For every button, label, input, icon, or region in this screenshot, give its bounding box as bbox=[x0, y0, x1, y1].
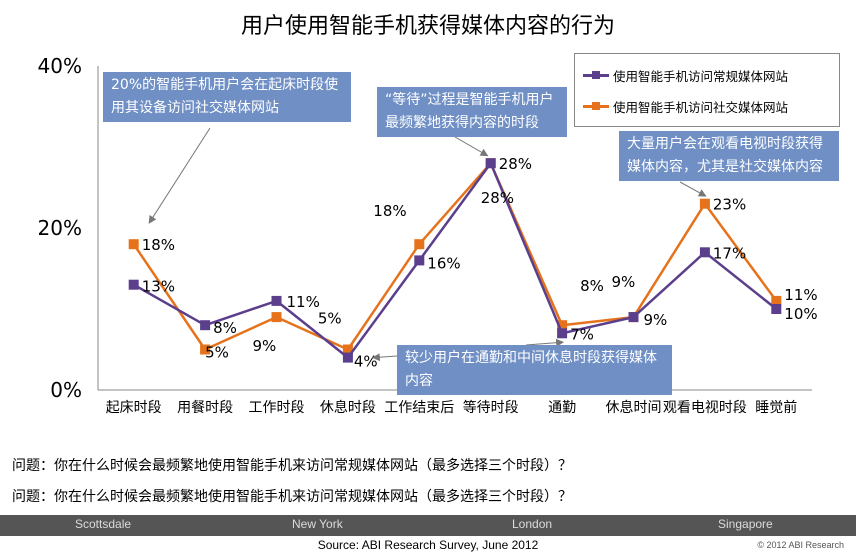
series-line-0 bbox=[133, 161, 778, 359]
series-0-point-3 bbox=[342, 352, 353, 363]
x-tick-label-9: 睡觉前 bbox=[755, 399, 797, 416]
legend-item-regular-media: 使用智能手机访问常规媒体网站 bbox=[583, 65, 788, 85]
data-label-series-0-9: 10% bbox=[784, 305, 817, 323]
data-label-series-1-1: 5% bbox=[205, 344, 229, 362]
arrow-callout-wake-0 bbox=[148, 127, 211, 224]
data-label-series-0-8: 17% bbox=[713, 244, 746, 262]
arrow-callout-commute-3 bbox=[371, 353, 398, 362]
series-0-point-8 bbox=[699, 247, 710, 258]
data-label-series-0-0: 13% bbox=[142, 278, 175, 296]
series-1-point-9 bbox=[771, 295, 782, 306]
arrow-callout-wait-1 bbox=[454, 136, 489, 157]
x-tick-label-8: 观看电视时段 bbox=[663, 400, 747, 416]
legend-swatch-social-media bbox=[583, 100, 609, 112]
callout-wait: “等待”过程是智能手机用户最频繁地获得内容的时段 bbox=[377, 87, 567, 137]
x-tick-label-4: 工作结束后 bbox=[384, 400, 454, 416]
data-label-series-0-3: 4% bbox=[354, 353, 378, 371]
series-1-point-0 bbox=[128, 239, 139, 250]
data-label-series-1-7: 9% bbox=[612, 273, 636, 291]
y-tick-label-2: 40% bbox=[38, 54, 82, 78]
series-0-point-9 bbox=[771, 304, 782, 314]
data-label-series-1-4: 18% bbox=[373, 202, 406, 220]
callout-wake: 20%的智能手机用户会在起床时段使用其设备访问社交媒体网站 bbox=[103, 72, 351, 122]
footer-city-new-york: New York bbox=[292, 517, 343, 531]
series-0-point-1 bbox=[200, 320, 211, 331]
legend: 使用智能手机访问常规媒体网站 使用智能手机访问社交媒体网站 bbox=[574, 53, 840, 127]
x-tick-label-6: 通勤 bbox=[548, 400, 576, 416]
series-1-point-1 bbox=[200, 344, 211, 355]
data-label-series-0-1: 8% bbox=[213, 319, 237, 337]
callout-commute: 较少用户在通勤和中间休息时段获得媒体内容 bbox=[397, 345, 672, 395]
series-0-point-2 bbox=[271, 295, 282, 306]
data-label-series-0-4: 16% bbox=[427, 254, 460, 272]
footer-bar: Scottsdale New York London Singapore bbox=[0, 515, 856, 536]
series-line-1 bbox=[132, 161, 778, 351]
y-tick-label-1: 20% bbox=[38, 216, 82, 240]
data-label-series-1-3: 5% bbox=[318, 310, 342, 328]
footer-city-singapore: Singapore bbox=[718, 517, 773, 531]
x-tick-label-3: 休息时段 bbox=[320, 399, 376, 416]
series-0-point-0 bbox=[128, 279, 139, 290]
series-1-point-3 bbox=[342, 344, 353, 355]
chart-title: 用户使用智能手机获得媒体内容的行为 bbox=[240, 14, 615, 39]
footer-city-london: London bbox=[512, 517, 553, 531]
y-tick-label-0: 0% bbox=[50, 378, 82, 402]
data-label-series-1-6: 8% bbox=[580, 277, 604, 295]
data-label-series-1-2: 9% bbox=[253, 337, 277, 355]
series-1-point-8 bbox=[699, 198, 710, 209]
arrow-callout-tv-2 bbox=[679, 181, 707, 197]
arrow-callout-commute-4 bbox=[525, 338, 565, 347]
legend-label-regular-media: 使用智能手机访问常规媒体网站 bbox=[613, 68, 789, 84]
data-label-series-1-0: 18% bbox=[142, 236, 175, 254]
x-tick-label-7: 休息时间 bbox=[606, 399, 662, 416]
series-0-point-5 bbox=[485, 158, 496, 169]
data-label-series-0-6: 7% bbox=[570, 325, 594, 343]
x-tick-label-0: 起床时段 bbox=[106, 400, 162, 416]
question-2: 问题：你在什么时候会最频繁地使用智能手机来访问常规媒体网站（最多选择三个时段）？ bbox=[12, 489, 572, 505]
x-tick-label-2: 工作时段 bbox=[249, 400, 305, 416]
series-1-point-6 bbox=[557, 320, 568, 331]
x-tick-label-5: 等待时段 bbox=[463, 399, 519, 416]
data-label-series-0-7: 9% bbox=[644, 311, 668, 329]
legend-swatch-regular-media bbox=[583, 69, 609, 81]
legend-item-social-media: 使用智能手机访问社交媒体网站 bbox=[583, 96, 788, 116]
series-1-point-2 bbox=[271, 312, 282, 323]
series-0-point-7 bbox=[628, 312, 639, 323]
callout-tv: 大量用户会在观看电视时段获得媒体内容，尤其是社交媒体内容 bbox=[619, 131, 839, 181]
x-tick-label-1: 用餐时段 bbox=[177, 400, 233, 416]
data-label-series-0-5: 28% bbox=[499, 155, 532, 173]
data-label-series-1-9: 11% bbox=[784, 286, 817, 304]
series-1-point-4 bbox=[414, 239, 425, 250]
data-label-series-1-5: 28% bbox=[481, 189, 514, 207]
footer-city-scottsdale: Scottsdale bbox=[75, 517, 132, 531]
series-0-point-4 bbox=[414, 255, 425, 266]
footer-source: Source: ABI Research Survey, June 2012 bbox=[317, 538, 539, 552]
question-1: 问题：你在什么时候会最频繁地使用智能手机来访问常规媒体网站（最多选择三个时段）？ bbox=[12, 458, 572, 474]
data-label-series-0-2: 11% bbox=[287, 293, 320, 311]
legend-label-social-media: 使用智能手机访问社交媒体网站 bbox=[613, 99, 789, 115]
data-label-series-1-8: 23% bbox=[713, 196, 746, 214]
series-0-point-6 bbox=[557, 328, 568, 339]
footer-copyright: © 2012 ABI Research bbox=[757, 540, 844, 550]
